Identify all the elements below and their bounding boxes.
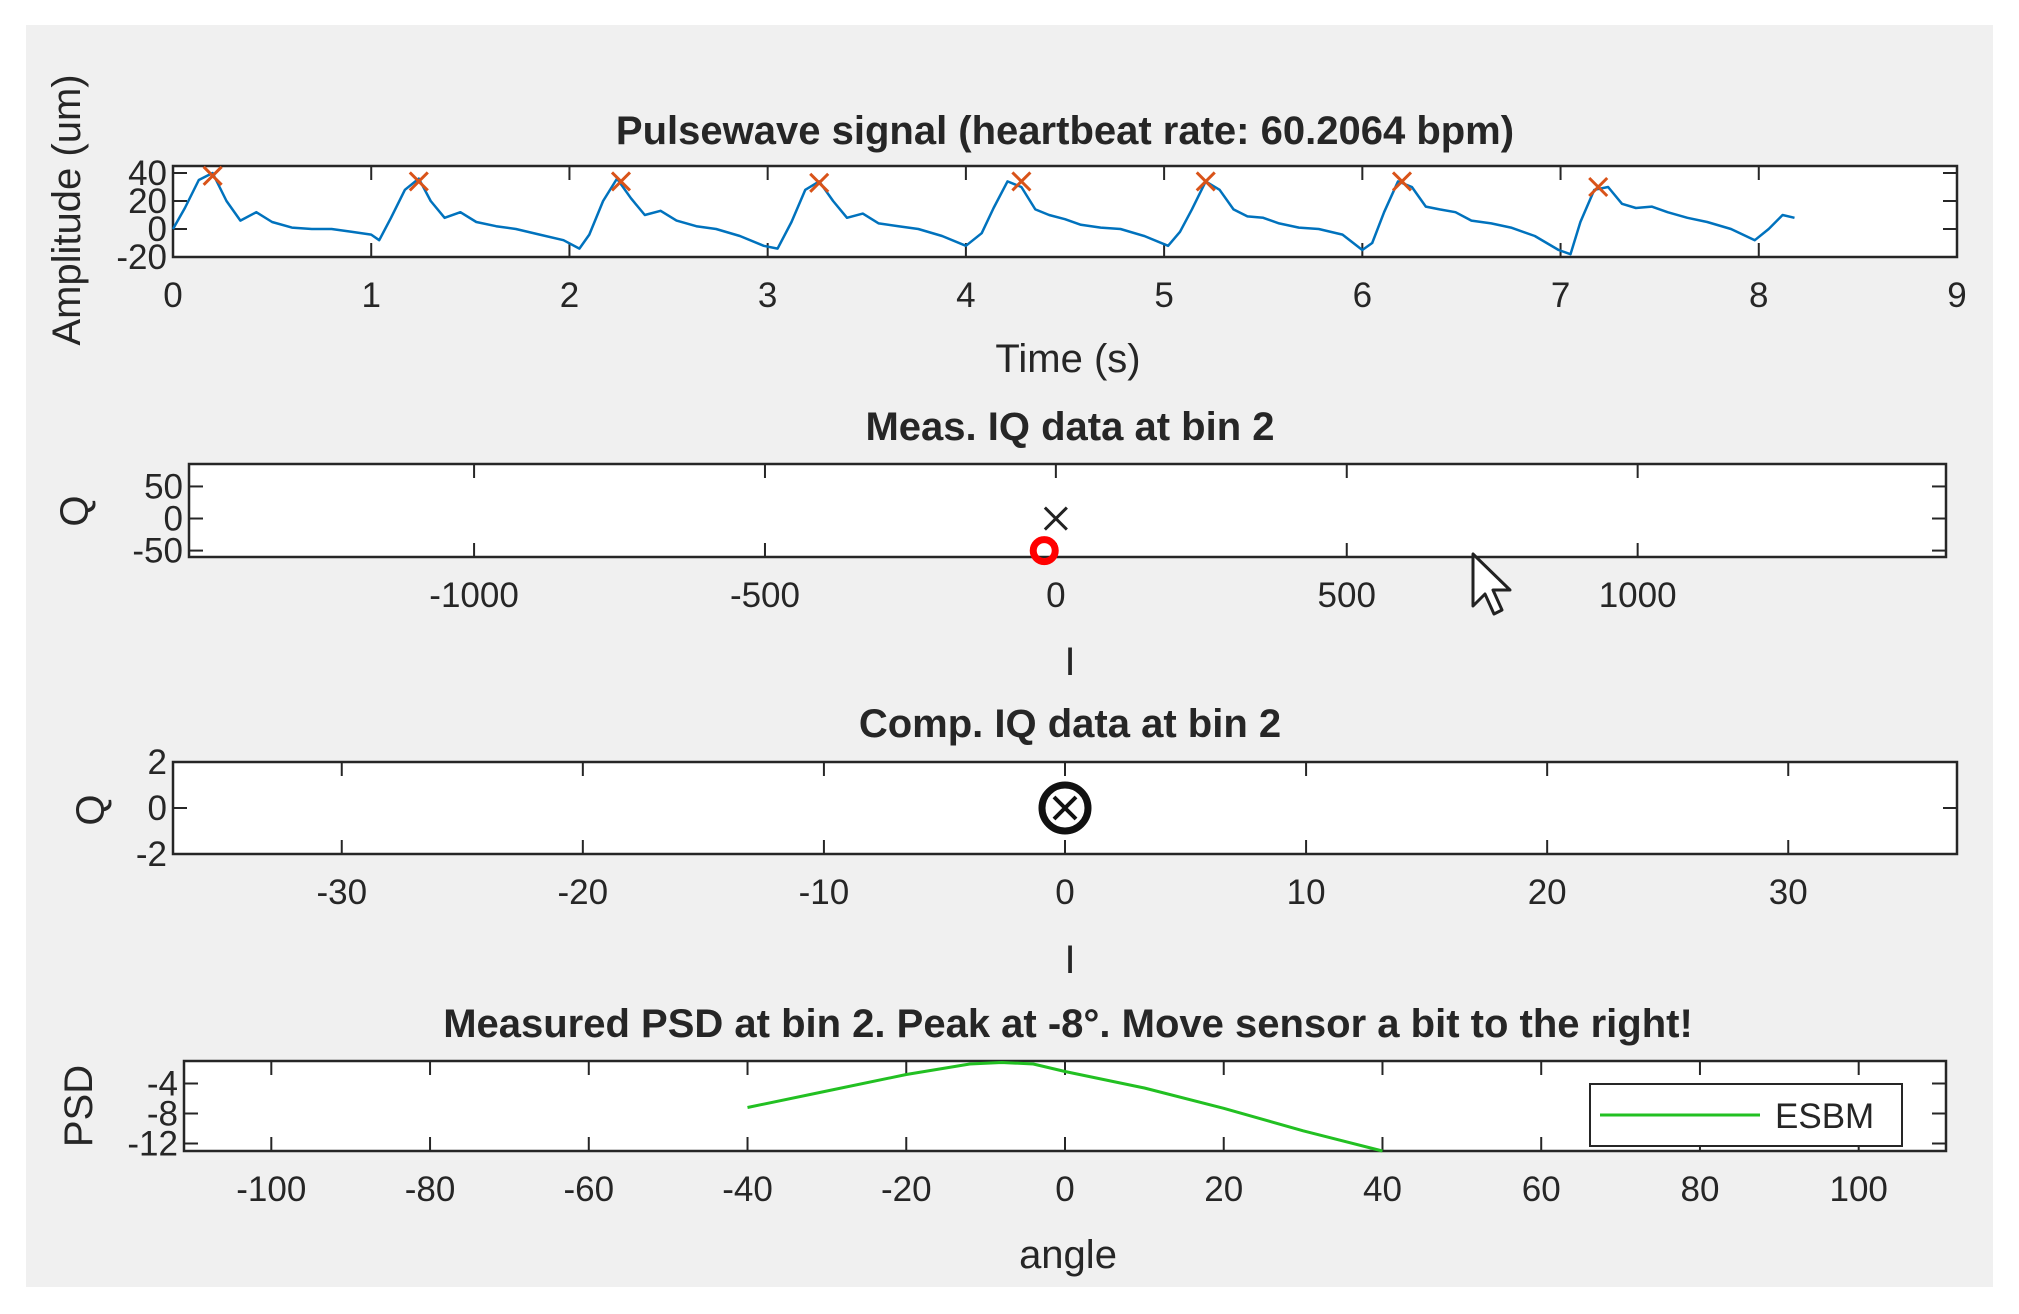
- comp-iq-xlabel: I: [1064, 938, 1075, 982]
- pulsewave-xtick-label: 0: [163, 276, 182, 315]
- psd-xtick-label: -20: [881, 1170, 932, 1209]
- meas-iq-axes[interactable]: Meas. IQ data at bin 2 I Q -1000 -500 0 500…: [53, 405, 1948, 684]
- meas-iq-circle-marker: [1029, 536, 1059, 566]
- psd-legend-label: ESBM: [1775, 1097, 1874, 1136]
- psd-xtick-label: 0: [1055, 1170, 1074, 1209]
- psd-xtick-label: -60: [563, 1170, 614, 1209]
- pulsewave-xtick-label: 4: [956, 276, 975, 315]
- comp-ytick-label: 0: [148, 789, 167, 828]
- psd-axes[interactable]: Measured PSD at bin 2. Peak at -8°. Move…: [57, 1002, 1948, 1277]
- psd-legend[interactable]: ESBM: [1589, 1083, 1903, 1147]
- psd-xtick-label: 40: [1363, 1170, 1402, 1209]
- meas-ytick-label: -50: [132, 532, 183, 571]
- psd-xtick-label: 80: [1680, 1170, 1719, 1209]
- meas-xtick-label: -500: [730, 576, 800, 615]
- psd-xtick-label: 20: [1204, 1170, 1243, 1209]
- pulsewave-peak-marker: [1391, 171, 1413, 192]
- meas-xtick-label: 0: [1046, 576, 1065, 615]
- comp-iq-title: Comp. IQ data at bin 2: [859, 702, 1281, 746]
- comp-xtick-label: -20: [558, 873, 609, 912]
- psd-esbm-line: [747, 1061, 1383, 1153]
- psd-title: Measured PSD at bin 2. Peak at -8°. Move…: [443, 1002, 1693, 1046]
- mouse-pointer-icon: [1471, 552, 1512, 616]
- pulsewave-xtick-label: 6: [1353, 276, 1372, 315]
- pulsewave-xtick-label: 5: [1154, 276, 1173, 315]
- pulsewave-ytick-label: 0: [148, 210, 167, 249]
- comp-ytick-label: 2: [148, 743, 167, 782]
- comp-iq-circle-marker: [1038, 781, 1092, 835]
- pulsewave-xlabel: Time (s): [995, 337, 1140, 381]
- meas-xtick-label: 500: [1318, 576, 1376, 615]
- pulsewave-xtick-label: 2: [560, 276, 579, 315]
- pulsewave-ytick-label: 40: [128, 154, 167, 193]
- pulsewave-axes[interactable]: Pulsewave signal (heartbeat rate: 60.206…: [45, 74, 1967, 381]
- pulsewave-xtick-label: 3: [758, 276, 777, 315]
- pulsewave-ytick-label: -20: [116, 238, 167, 277]
- pulsewave-plot-area[interactable]: [171, 164, 1959, 259]
- meas-iq-x-marker: [1043, 506, 1068, 531]
- psd-xtick-label: -100: [236, 1170, 306, 1209]
- comp-ytick-label: -2: [136, 835, 167, 874]
- psd-xtick-label: 100: [1829, 1170, 1887, 1209]
- psd-xlabel: angle: [1019, 1233, 1117, 1277]
- pulsewave-xtick-label: 8: [1749, 276, 1768, 315]
- pulsewave-peak-marker: [1195, 171, 1216, 192]
- comp-xtick-label: 20: [1528, 873, 1567, 912]
- pulsewave-peak-marker: [202, 165, 223, 186]
- psd-xtick-label: -40: [722, 1170, 773, 1209]
- comp-iq-x-marker: [1052, 795, 1078, 821]
- comp-iq-axes[interactable]: Comp. IQ data at bin 2 I Q -30 -20 -10 0 10 2…: [69, 702, 1959, 982]
- pulsewave-peak-marker: [610, 171, 632, 192]
- meas-iq-ylabel: Q: [53, 495, 97, 526]
- meas-xtick-label: -1000: [429, 576, 519, 615]
- pulsewave-title: Pulsewave signal (heartbeat rate: 60.206…: [616, 109, 1514, 153]
- comp-xtick-label: 0: [1055, 873, 1074, 912]
- psd-ytick-label: -4: [147, 1065, 178, 1104]
- meas-ytick-label: 0: [164, 500, 183, 539]
- comp-xtick-label: -10: [799, 873, 850, 912]
- meas-iq-xlabel: I: [1064, 640, 1075, 684]
- pulsewave-xtick-label: 7: [1551, 276, 1570, 315]
- comp-xtick-label: 10: [1287, 873, 1326, 912]
- psd-ytick-label: -12: [127, 1125, 178, 1164]
- psd-xtick-label: 60: [1522, 1170, 1561, 1209]
- psd-ylabel: PSD: [57, 1065, 101, 1147]
- pulsewave-signal-line: [171, 171, 1795, 256]
- meas-iq-plot-area[interactable]: [187, 462, 1948, 559]
- psd-xtick-label: -80: [405, 1170, 456, 1209]
- pulsewave-peak-marker: [408, 171, 429, 192]
- comp-iq-ylabel: Q: [69, 794, 113, 825]
- pulsewave-xtick-label: 9: [1947, 276, 1966, 315]
- pulsewave-peak-marker: [1011, 171, 1032, 192]
- pulsewave-ylabel: Amplitude (um): [45, 74, 89, 345]
- pulsewave-xtick-label: 1: [361, 276, 380, 315]
- comp-xtick-label: -30: [316, 873, 367, 912]
- psd-ytick-label: -8: [147, 1095, 178, 1134]
- meas-xtick-label: 1000: [1599, 576, 1677, 615]
- meas-iq-title: Meas. IQ data at bin 2: [865, 405, 1274, 449]
- pulsewave-ytick-label: 20: [128, 182, 167, 221]
- meas-ytick-label: 50: [144, 467, 183, 506]
- pulsewave-peak-marker: [809, 172, 830, 193]
- comp-xtick-label: 30: [1769, 873, 1808, 912]
- pulsewave-peak-marker: [1588, 176, 1609, 198]
